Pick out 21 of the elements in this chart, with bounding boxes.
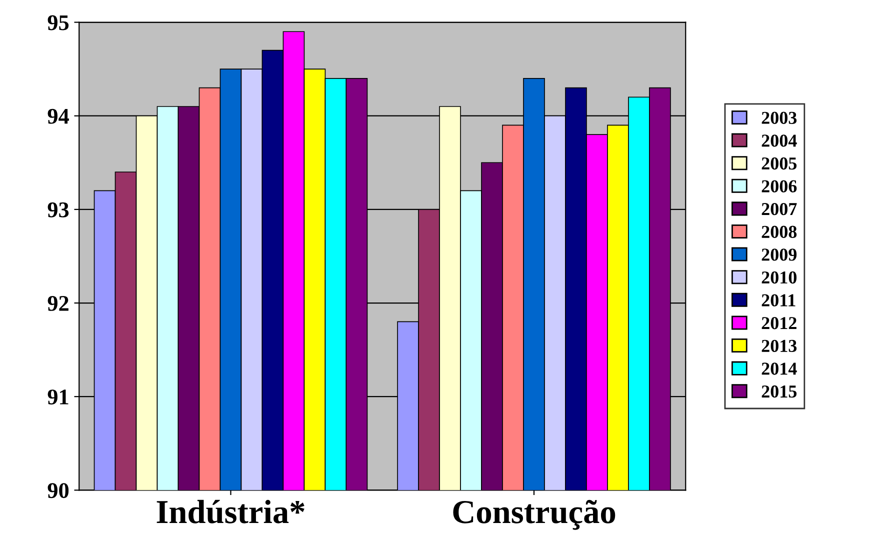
y-tick-label: 95 <box>48 15 69 30</box>
legend-label: 2003 <box>762 112 797 124</box>
legend-label: 2012 <box>762 317 796 330</box>
legend-label: 2015 <box>762 385 797 398</box>
legend-label: 2014 <box>762 362 797 375</box>
y-tick-label: 93 <box>48 202 69 218</box>
legend-label: 2009 <box>762 248 797 261</box>
x-tick-label: Indústria* <box>156 500 304 524</box>
legend-label: 2008 <box>762 226 797 238</box>
legend-label: 2004 <box>762 134 797 147</box>
legend-label: 2011 <box>762 294 796 306</box>
legend-label: 2007 <box>762 203 797 216</box>
y-tick-label: 90 <box>48 483 69 498</box>
y-tick-label: 94 <box>48 108 69 124</box>
x-tick-label: Construção <box>453 500 616 530</box>
y-tick-label: 91 <box>48 390 68 405</box>
legend-label: 2013 <box>762 340 797 352</box>
legend-label: 2006 <box>762 180 797 192</box>
y-tick-label: 92 <box>48 296 68 311</box>
legend-label: 2005 <box>762 157 797 170</box>
legend-label: 2010 <box>762 271 797 284</box>
